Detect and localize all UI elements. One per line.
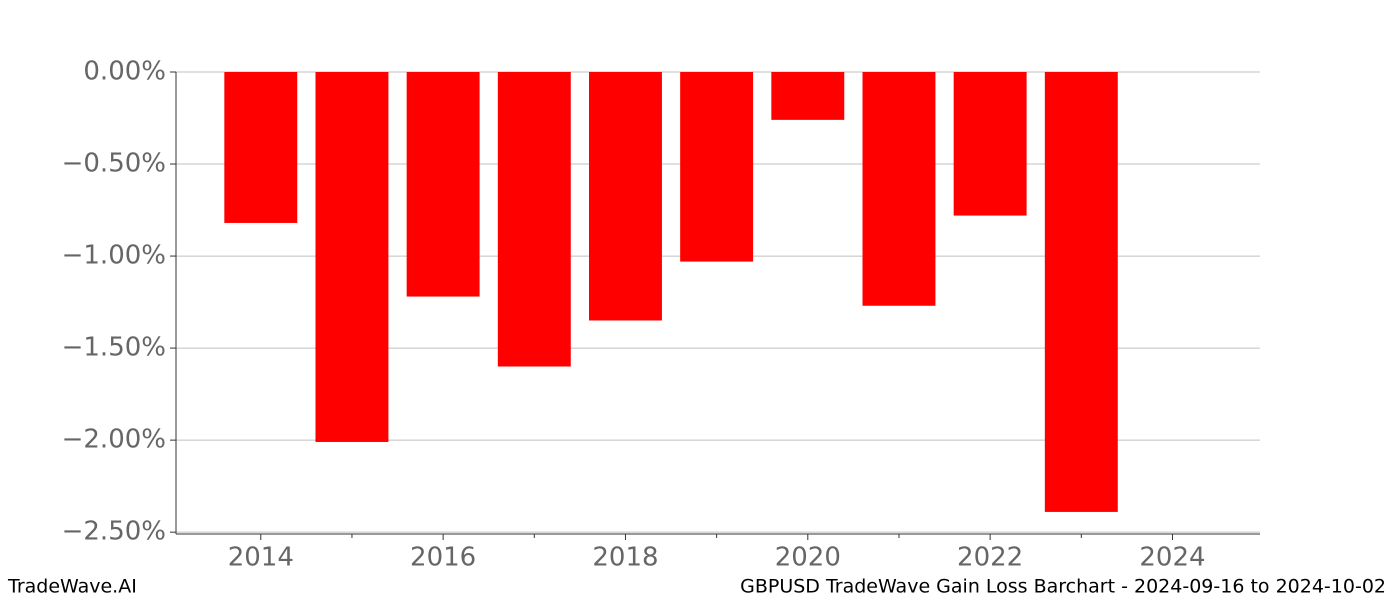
bar [406,72,480,297]
x-tick-label: 2020 [775,543,841,573]
y-tick-label: −2.00% [62,425,166,455]
bar [315,72,389,442]
footer-right: GBPUSD TradeWave Gain Loss Barchart - 20… [740,576,1386,598]
y-tick-label: −0.50% [62,149,166,179]
footer-left: TradeWave.AI [7,576,137,598]
bar [680,72,754,262]
bar [588,72,662,321]
bar [497,72,571,367]
x-tick-label: 2016 [410,543,476,573]
bar [862,72,936,306]
bar [224,72,298,223]
x-tick-label: 2024 [1139,543,1205,573]
bar [1044,72,1118,512]
x-tick-label: 2022 [957,543,1023,573]
x-tick-label: 2018 [592,543,658,573]
y-tick-label: 0.00% [83,57,166,87]
y-tick-label: −1.50% [62,333,166,363]
x-tick-label: 2014 [228,543,294,573]
y-tick-label: −1.00% [62,241,166,271]
y-tick-label: −2.50% [62,517,166,547]
bar [771,72,845,120]
bar [953,72,1027,216]
